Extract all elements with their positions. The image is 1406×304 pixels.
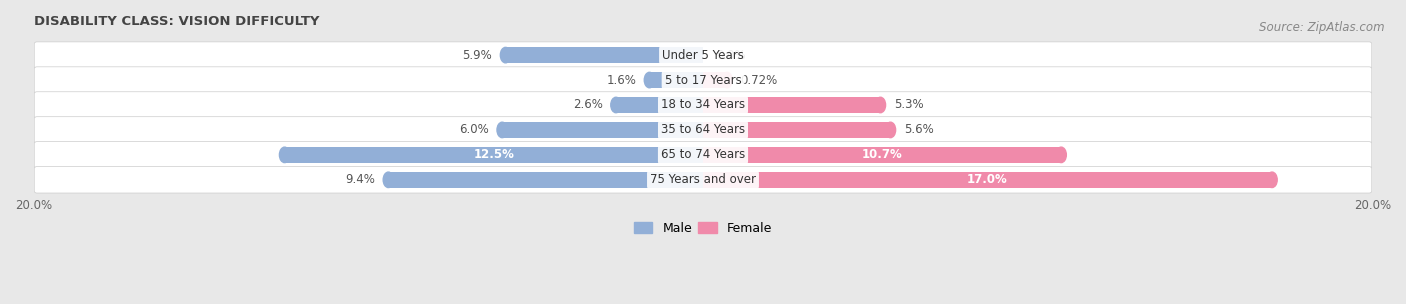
Ellipse shape [644,72,655,88]
Text: 12.5%: 12.5% [474,148,515,161]
Text: 65 to 74 Years: 65 to 74 Years [661,148,745,161]
FancyBboxPatch shape [34,42,1372,68]
Text: 2.6%: 2.6% [572,98,603,112]
Ellipse shape [886,122,896,138]
Text: Source: ZipAtlas.com: Source: ZipAtlas.com [1260,21,1385,34]
Bar [388,172,703,188]
Bar [703,72,727,88]
Text: 1.6%: 1.6% [606,74,636,87]
Text: 18 to 34 Years: 18 to 34 Years [661,98,745,112]
FancyBboxPatch shape [34,167,1372,193]
Legend: Male, Female: Male, Female [628,217,778,240]
Bar [506,47,703,63]
Ellipse shape [384,172,394,188]
Text: 17.0%: 17.0% [967,173,1008,186]
Text: 10.7%: 10.7% [862,148,903,161]
Ellipse shape [496,122,508,138]
FancyBboxPatch shape [34,67,1372,93]
Ellipse shape [1267,172,1277,188]
Bar [616,97,703,113]
Ellipse shape [280,147,290,163]
Bar [703,172,1272,188]
Bar [703,147,1062,163]
Text: 9.4%: 9.4% [344,173,375,186]
Text: 75 Years and over: 75 Years and over [650,173,756,186]
Bar [650,72,703,88]
Bar [703,97,880,113]
Text: 35 to 64 Years: 35 to 64 Years [661,123,745,136]
Ellipse shape [610,97,621,113]
Text: 6.0%: 6.0% [458,123,489,136]
Text: 5.9%: 5.9% [463,49,492,62]
Ellipse shape [721,72,733,88]
Text: 5.3%: 5.3% [894,98,924,112]
Ellipse shape [1056,147,1066,163]
Bar [502,122,703,138]
Text: 0.72%: 0.72% [741,74,778,87]
Ellipse shape [875,97,886,113]
Text: 5.6%: 5.6% [904,123,934,136]
Text: 5 to 17 Years: 5 to 17 Years [665,74,741,87]
Bar [284,147,703,163]
Text: Under 5 Years: Under 5 Years [662,49,744,62]
Text: DISABILITY CLASS: VISION DIFFICULTY: DISABILITY CLASS: VISION DIFFICULTY [34,15,319,28]
Ellipse shape [501,47,510,63]
FancyBboxPatch shape [34,142,1372,168]
FancyBboxPatch shape [34,117,1372,143]
Text: 0.0%: 0.0% [717,49,747,62]
Bar [703,122,890,138]
FancyBboxPatch shape [34,92,1372,118]
